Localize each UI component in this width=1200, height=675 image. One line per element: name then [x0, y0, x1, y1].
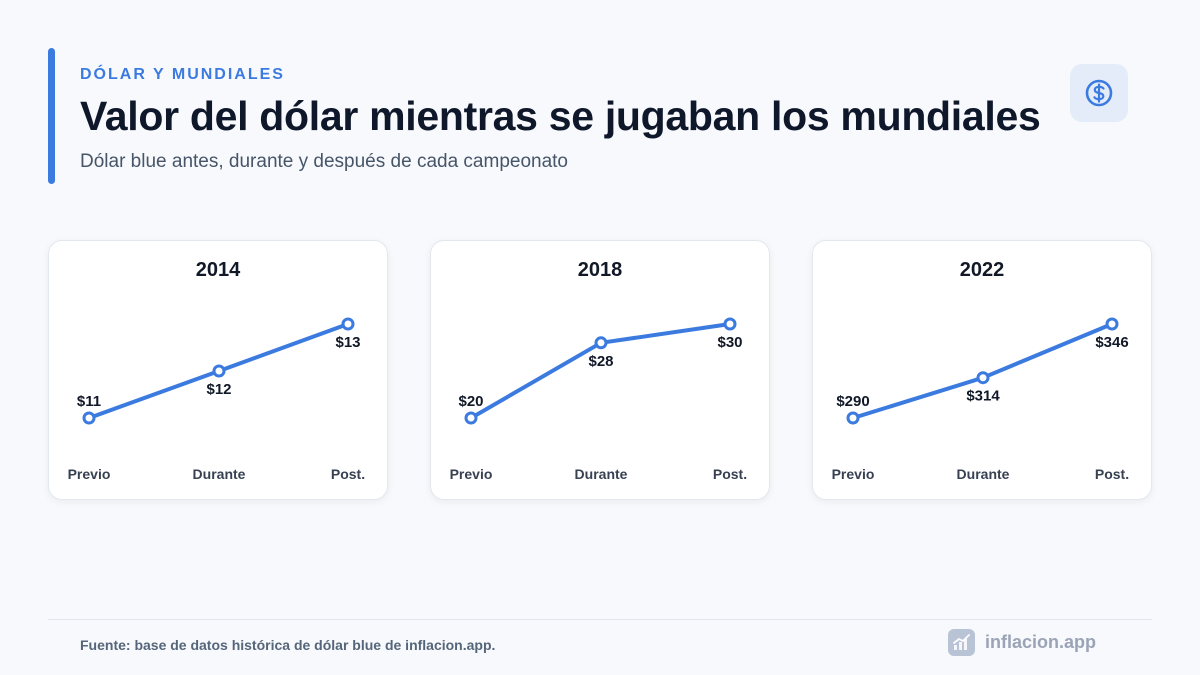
chart-title: 2014	[195, 259, 241, 281]
accent-bar	[48, 48, 55, 184]
chart-card-2014: 2014 $11 $12 $13 Previo Durante Post.	[48, 240, 388, 500]
data-label: $346	[1095, 334, 1128, 351]
chart-card-2018: 2018 $20 $28 $30 Previo Durante Post.	[430, 240, 770, 500]
data-point	[82, 411, 96, 425]
data-point	[976, 371, 990, 385]
brand[interactable]: inflacion.app	[948, 629, 1096, 656]
brand-name: inflacion.app	[985, 632, 1097, 652]
line-chart-2018: $20 $28 $30 Previo Durante Post.	[450, 317, 747, 482]
category-label: Durante	[575, 466, 628, 482]
category-label: Durante	[957, 466, 1010, 482]
category-label: Post.	[331, 466, 365, 482]
data-point	[594, 336, 608, 350]
data-point	[341, 317, 355, 331]
data-point	[464, 411, 478, 425]
category-label: Post.	[713, 466, 747, 482]
line-chart-2014: $11 $12 $13 Previo Durante Post.	[68, 317, 365, 482]
source-note: Fuente: base de datos histórica de dólar…	[80, 637, 496, 653]
data-label: $13	[335, 334, 360, 351]
category-label: Previo	[450, 466, 493, 482]
kicker: DÓLAR Y MUNDIALES	[80, 66, 285, 83]
data-label: $28	[588, 353, 613, 370]
chart-title: 2018	[577, 259, 623, 281]
footer-divider	[48, 619, 1152, 620]
category-label: Previo	[832, 466, 875, 482]
data-label: $12	[206, 381, 231, 398]
dollar-badge	[1070, 64, 1128, 122]
data-label: $11	[77, 393, 101, 410]
category-label: Post.	[1095, 466, 1129, 482]
data-label: $290	[836, 393, 869, 410]
category-label: Durante	[193, 466, 246, 482]
data-point	[723, 317, 737, 331]
data-label: $314	[966, 388, 1000, 405]
data-label: $20	[458, 393, 483, 410]
page-subtitle: Dólar blue antes, durante y después de c…	[80, 151, 568, 172]
data-point	[846, 411, 860, 425]
line-chart-2022: $290 $314 $346 Previo Durante Post.	[832, 317, 1129, 482]
data-point	[212, 364, 226, 378]
chart-title: 2022	[959, 259, 1005, 281]
category-label: Previo	[68, 466, 111, 482]
page-title: Valor del dólar mientras se jugaban los …	[80, 93, 1041, 139]
trend-chart-icon	[948, 629, 975, 656]
data-point	[1105, 317, 1119, 331]
data-label: $30	[717, 334, 742, 351]
dollar-circle-icon	[1085, 79, 1113, 107]
chart-card-2022: 2022 $290 $314 $346 Previo Durante Post.	[812, 240, 1152, 500]
